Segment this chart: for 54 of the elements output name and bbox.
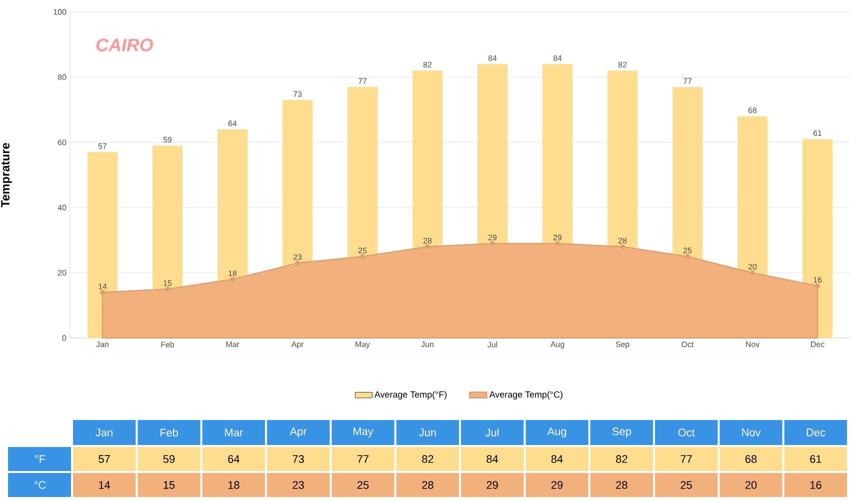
data-label: 73 xyxy=(292,455,304,463)
category-label: Sep xyxy=(612,428,631,438)
category-label: Nov xyxy=(742,428,761,436)
data-label: 28 xyxy=(422,481,434,489)
data-label: 82 xyxy=(422,455,434,463)
text: °C xyxy=(34,481,46,489)
data-label: 68 xyxy=(745,455,757,463)
category-label: Feb xyxy=(160,428,178,437)
text: CAIRO xyxy=(96,38,154,52)
category-label: Apr xyxy=(290,428,307,438)
y-axis-title: Temprature xyxy=(1,142,12,208)
data-label: 64 xyxy=(228,455,240,463)
category-label: Dec xyxy=(806,428,826,436)
data-label: 61 xyxy=(810,455,822,463)
data-label: 82 xyxy=(616,455,628,463)
point xyxy=(685,254,690,259)
data-label: 29 xyxy=(551,481,563,489)
data-label: 77 xyxy=(357,455,369,463)
point xyxy=(360,254,365,259)
category-label: Jul xyxy=(485,428,499,437)
point xyxy=(490,241,495,246)
data-label: 18 xyxy=(228,481,240,489)
data-label: 59 xyxy=(163,455,175,463)
point xyxy=(555,241,560,246)
category-label: Jan xyxy=(96,428,112,436)
data-label: 23 xyxy=(292,481,304,489)
data-label: 28 xyxy=(616,481,628,489)
category-label: Aug xyxy=(547,428,566,438)
data-label: 77 xyxy=(680,455,692,463)
point xyxy=(165,286,170,292)
data-label: 57 xyxy=(98,455,110,463)
data-label: 25 xyxy=(357,481,369,489)
category-label: Oct xyxy=(678,428,695,436)
point xyxy=(100,290,105,295)
data-label: 25 xyxy=(680,481,692,489)
category-label: Mar xyxy=(225,428,243,436)
data-label: 29 xyxy=(486,481,498,489)
data-label: 15 xyxy=(164,481,175,489)
data-label: 16 xyxy=(810,481,822,489)
point xyxy=(425,244,430,250)
point xyxy=(230,276,235,282)
data-label: 84 xyxy=(551,455,563,463)
data-label: 20 xyxy=(745,481,757,489)
point xyxy=(815,283,820,288)
legend-label: Average Temp(°F) xyxy=(374,391,447,400)
point xyxy=(295,260,300,266)
data-label: 14 xyxy=(99,481,110,489)
text: °F xyxy=(35,455,46,463)
category-label: May xyxy=(354,428,374,438)
data-label: 84 xyxy=(486,455,498,463)
point xyxy=(620,244,625,250)
point xyxy=(750,270,755,276)
legend-label: Average Temp(°C) xyxy=(489,391,562,400)
category-label: Jun xyxy=(419,428,436,436)
